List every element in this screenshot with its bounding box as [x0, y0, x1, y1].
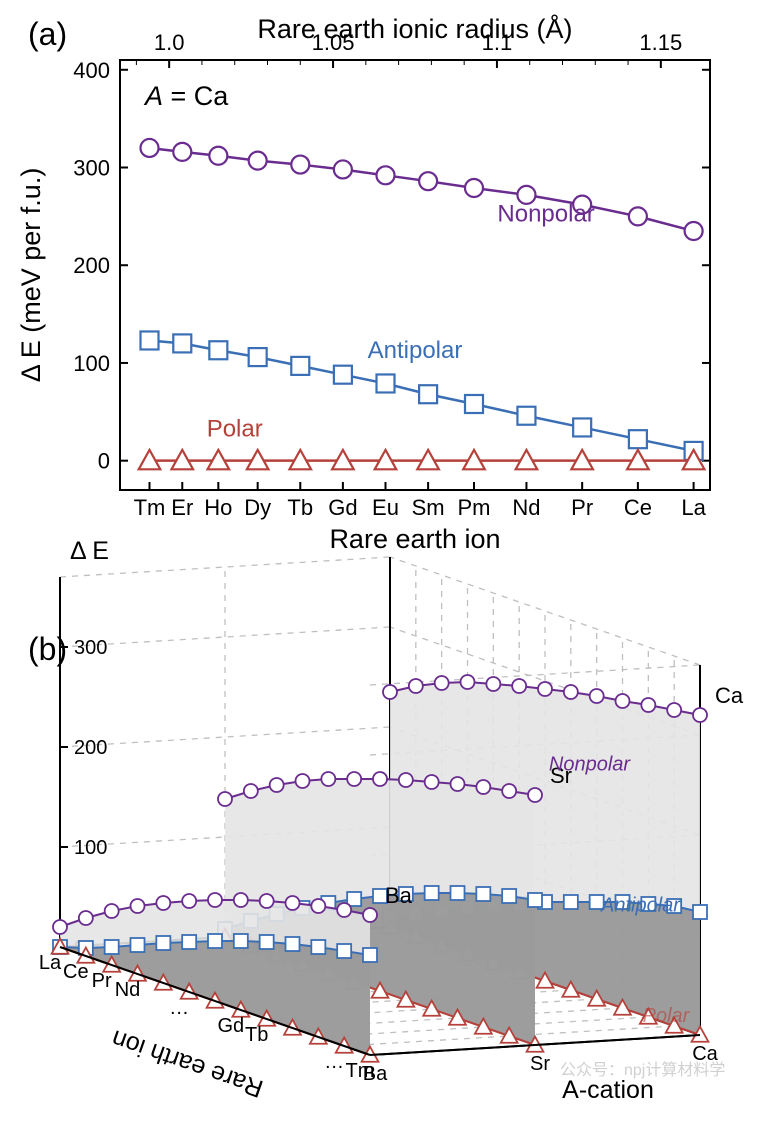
- svg-text:200: 200: [73, 253, 110, 278]
- svg-text:Ba: Ba: [363, 1063, 388, 1085]
- svg-text:100: 100: [73, 351, 110, 376]
- svg-text:400: 400: [73, 58, 110, 83]
- svg-text:Dy: Dy: [244, 495, 271, 520]
- svg-text:La: La: [39, 952, 62, 974]
- svg-text:Nonpolar: Nonpolar: [549, 754, 632, 776]
- svg-text:Nd: Nd: [512, 495, 540, 520]
- svg-text:Δ E: Δ E: [70, 537, 109, 565]
- svg-text:Sm: Sm: [412, 495, 445, 520]
- svg-text:Tb: Tb: [245, 1024, 268, 1046]
- svg-text:…: …: [324, 1051, 344, 1073]
- svg-text:Tm: Tm: [134, 495, 166, 520]
- svg-text:Tb: Tb: [287, 495, 313, 520]
- svg-text:A-cation: A-cation: [562, 1076, 654, 1104]
- svg-text:Δ E (meV per f.u.): Δ E (meV per f.u.): [16, 168, 46, 383]
- svg-text:Pr: Pr: [571, 495, 593, 520]
- svg-text:Ce: Ce: [624, 495, 652, 520]
- svg-text:Rare earth ion: Rare earth ion: [329, 524, 500, 554]
- svg-text:200: 200: [74, 737, 107, 759]
- scientific-figure: (a) Rare earth ionic radius (Å) 1.0 1.05 1.1…: [0, 0, 769, 1122]
- svg-text:(a): (a): [28, 16, 67, 52]
- svg-text:(b): (b): [28, 631, 67, 667]
- svg-text:Nd: Nd: [115, 979, 141, 1001]
- svg-text:Gd: Gd: [217, 1015, 244, 1037]
- svg-text:Ca: Ca: [715, 683, 744, 708]
- svg-text:Ba: Ba: [385, 883, 413, 908]
- svg-text:…: …: [169, 997, 189, 1019]
- svg-text:Pr: Pr: [92, 970, 112, 992]
- svg-text:公众号：npj计算材料学: 公众号：npj计算材料学: [560, 1060, 725, 1079]
- svg-text:Ce: Ce: [63, 961, 89, 983]
- svg-text:Pm: Pm: [458, 495, 491, 520]
- svg-text:Polar: Polar: [207, 415, 263, 442]
- figure-svg: (a) Rare earth ionic radius (Å) 1.0 1.05 1.1…: [0, 0, 769, 1122]
- svg-text:Nonpolar: Nonpolar: [497, 200, 594, 227]
- svg-text:1.0: 1.0: [154, 30, 185, 55]
- svg-text:Polar: Polar: [643, 1005, 691, 1027]
- svg-text:Sr: Sr: [530, 1053, 550, 1075]
- svg-text:1.1: 1.1: [482, 30, 513, 55]
- svg-text:Antipolar: Antipolar: [368, 337, 463, 364]
- svg-text:A = Ca: A = Ca: [143, 81, 229, 111]
- svg-text:Rare earth ionic radius (Å): Rare earth ionic radius (Å): [257, 13, 572, 44]
- svg-text:La: La: [681, 495, 706, 520]
- svg-text:Eu: Eu: [372, 495, 399, 520]
- svg-text:300: 300: [73, 156, 110, 181]
- svg-text:0: 0: [98, 449, 110, 474]
- svg-text:300: 300: [74, 637, 107, 659]
- svg-text:1.15: 1.15: [639, 30, 682, 55]
- svg-text:Ho: Ho: [204, 495, 232, 520]
- svg-text:1.05: 1.05: [312, 30, 355, 55]
- svg-text:100: 100: [74, 837, 107, 859]
- svg-text:Antipolar: Antipolar: [600, 894, 681, 916]
- svg-text:Gd: Gd: [328, 495, 357, 520]
- svg-text:Er: Er: [171, 495, 193, 520]
